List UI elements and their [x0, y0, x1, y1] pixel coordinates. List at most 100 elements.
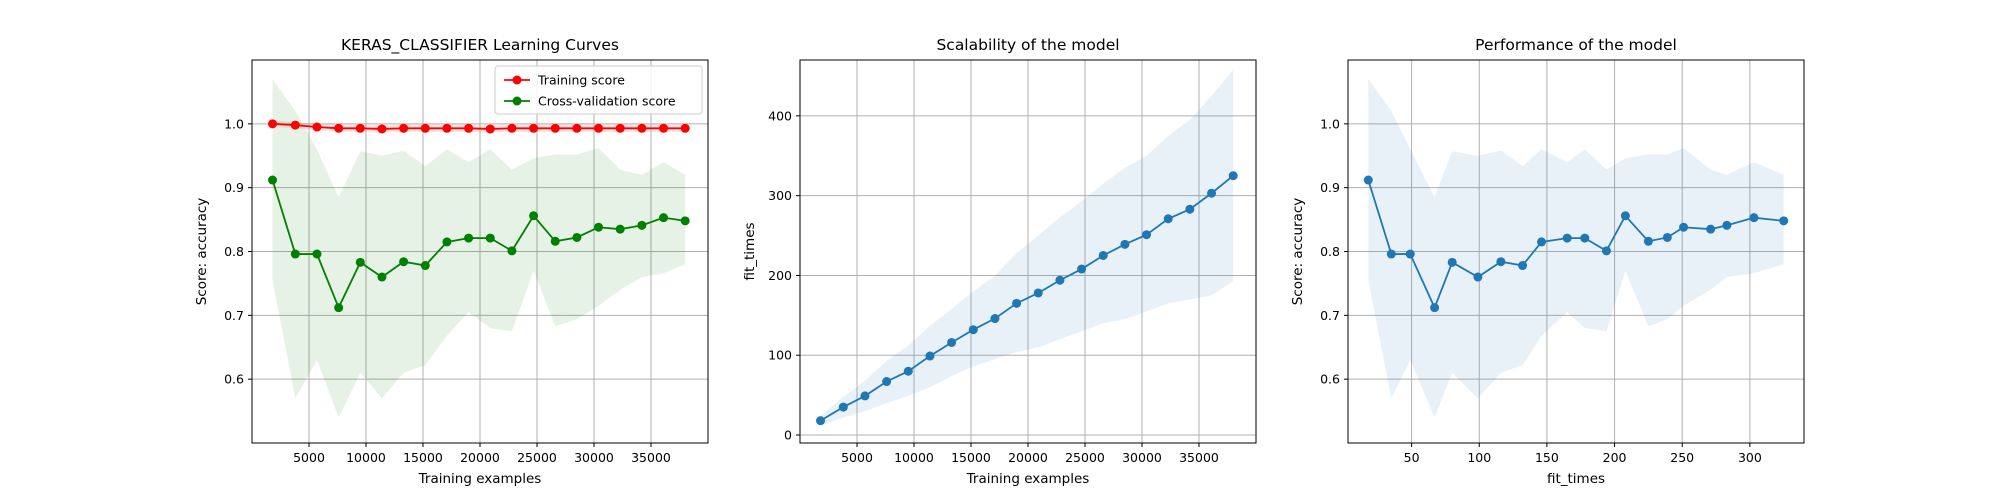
series-1-point	[1430, 303, 1440, 313]
series-2-point	[615, 224, 625, 234]
x-tick-label: 35000	[631, 450, 671, 465]
series-1-point	[550, 123, 560, 133]
series-1-point	[485, 124, 495, 134]
series-1-point	[990, 314, 1000, 324]
series-2-point	[680, 216, 690, 226]
series-1-point	[925, 351, 935, 361]
x-tick-label: 50	[1404, 450, 1420, 465]
series-1-point	[1142, 230, 1152, 240]
series-2-point	[420, 261, 430, 271]
x-tick-label: 150	[1535, 450, 1559, 465]
x-tick-label: 100	[1467, 450, 1491, 465]
series-1-point	[334, 123, 344, 133]
series-1-point	[1012, 298, 1022, 308]
series-1-point	[1536, 237, 1546, 247]
series-1-point	[1679, 222, 1689, 232]
chart-1: 5000 10000 15000 20000 25000 30000 35000 0.6 0.7…	[194, 36, 709, 487]
x-tick-label: 15000	[951, 450, 991, 465]
y-tick-label: 200	[768, 268, 792, 283]
series-1-point	[377, 124, 387, 134]
series-1-point	[1518, 261, 1528, 271]
x-axis-label: Training examples	[966, 471, 1090, 487]
series-1-point	[1722, 220, 1732, 230]
series-2-band	[272, 79, 686, 418]
y-tick-label: 0.8	[224, 244, 244, 259]
series-1-point	[1662, 232, 1672, 242]
x-axis-label: Training examples	[418, 471, 542, 487]
series-1-point	[1207, 188, 1217, 198]
series-1-point	[290, 120, 300, 130]
x-tick-label: 10000	[894, 450, 934, 465]
series-1-point	[968, 325, 978, 335]
series-1-point	[1098, 250, 1108, 260]
series-2-point	[377, 272, 387, 282]
series-1-band	[272, 120, 686, 133]
series-1-point	[680, 123, 690, 133]
series-1-point	[1580, 233, 1590, 243]
series-1-point	[1749, 213, 1759, 223]
series-1-point	[659, 123, 669, 133]
y-axis-label: Score: accuracy	[1290, 198, 1306, 306]
series-2-point	[442, 237, 452, 247]
series-1-point	[615, 123, 625, 133]
y-tick-label: 300	[768, 188, 792, 203]
series-1-point	[838, 402, 848, 412]
y-tick-label: 0.9	[1320, 180, 1340, 195]
series-1-point	[529, 123, 539, 133]
series-1-point	[1496, 257, 1506, 267]
series-1-point	[507, 123, 517, 133]
series-1-point	[464, 123, 474, 133]
series-1-point	[1228, 171, 1238, 181]
series-1-point	[1562, 233, 1572, 243]
series-1-point	[1620, 211, 1630, 221]
series-2-point	[594, 222, 604, 232]
series-1-point	[1077, 264, 1087, 274]
chart-2: 5000 10000 15000 20000 25000 30000 35000 0 100 20…	[742, 36, 1257, 487]
y-tick-label: 0.8	[1320, 244, 1340, 259]
series-1-point	[860, 391, 870, 401]
series-1-point	[1120, 239, 1130, 249]
x-tick-label: 30000	[1122, 450, 1162, 465]
series-1-band	[820, 69, 1234, 426]
y-tick-label: 100	[768, 348, 792, 363]
series-1-point	[1055, 275, 1065, 285]
y-tick-label: 0.6	[1320, 372, 1340, 387]
series-1-point	[1473, 272, 1483, 282]
series-1-point	[1447, 257, 1457, 267]
chart-3: 50 100 150 200 250 300 0.6 0.7 0.8 0.9 1.0 Performa…	[1290, 36, 1805, 487]
y-tick-label: 1.0	[1320, 116, 1340, 131]
series-2-point	[550, 236, 560, 246]
x-tick-label: 20000	[460, 450, 500, 465]
series-1-point	[268, 119, 278, 129]
y-tick-label: 0.7	[224, 308, 244, 323]
chart-title: KERAS_CLASSIFIER Learning Curves	[341, 36, 619, 55]
series-2-point	[268, 175, 278, 185]
series-2-point	[485, 233, 495, 243]
y-tick-label: 0.6	[224, 372, 244, 387]
y-axis-label: fit_times	[742, 222, 758, 280]
legend-box	[494, 65, 703, 115]
legend-marker	[512, 75, 522, 85]
x-tick-label: 15000	[403, 450, 443, 465]
series-1-point	[1033, 288, 1043, 298]
x-tick-label: 25000	[517, 450, 557, 465]
x-tick-label: 10000	[346, 450, 386, 465]
series-1-point	[882, 377, 892, 387]
series-2-point	[529, 211, 539, 221]
series-1-point	[1185, 204, 1195, 214]
x-tick-label: 30000	[574, 450, 614, 465]
series-2-point	[334, 303, 344, 313]
series-1-band	[1368, 79, 1784, 418]
chart-title: Performance of the model	[1475, 36, 1677, 54]
x-tick-label: 5000	[841, 450, 873, 465]
y-tick-label: 1.0	[224, 116, 244, 131]
legend-label: Training score	[537, 73, 625, 88]
series-1-point	[903, 366, 913, 376]
x-tick-label: 200	[1603, 450, 1627, 465]
series-2-point	[637, 220, 647, 230]
series-2-point	[659, 213, 669, 223]
legend: Training score Cross-validation score	[494, 65, 703, 115]
x-tick-label: 20000	[1008, 450, 1048, 465]
series-1-point	[816, 416, 826, 426]
x-axis-label: fit_times	[1547, 471, 1605, 487]
